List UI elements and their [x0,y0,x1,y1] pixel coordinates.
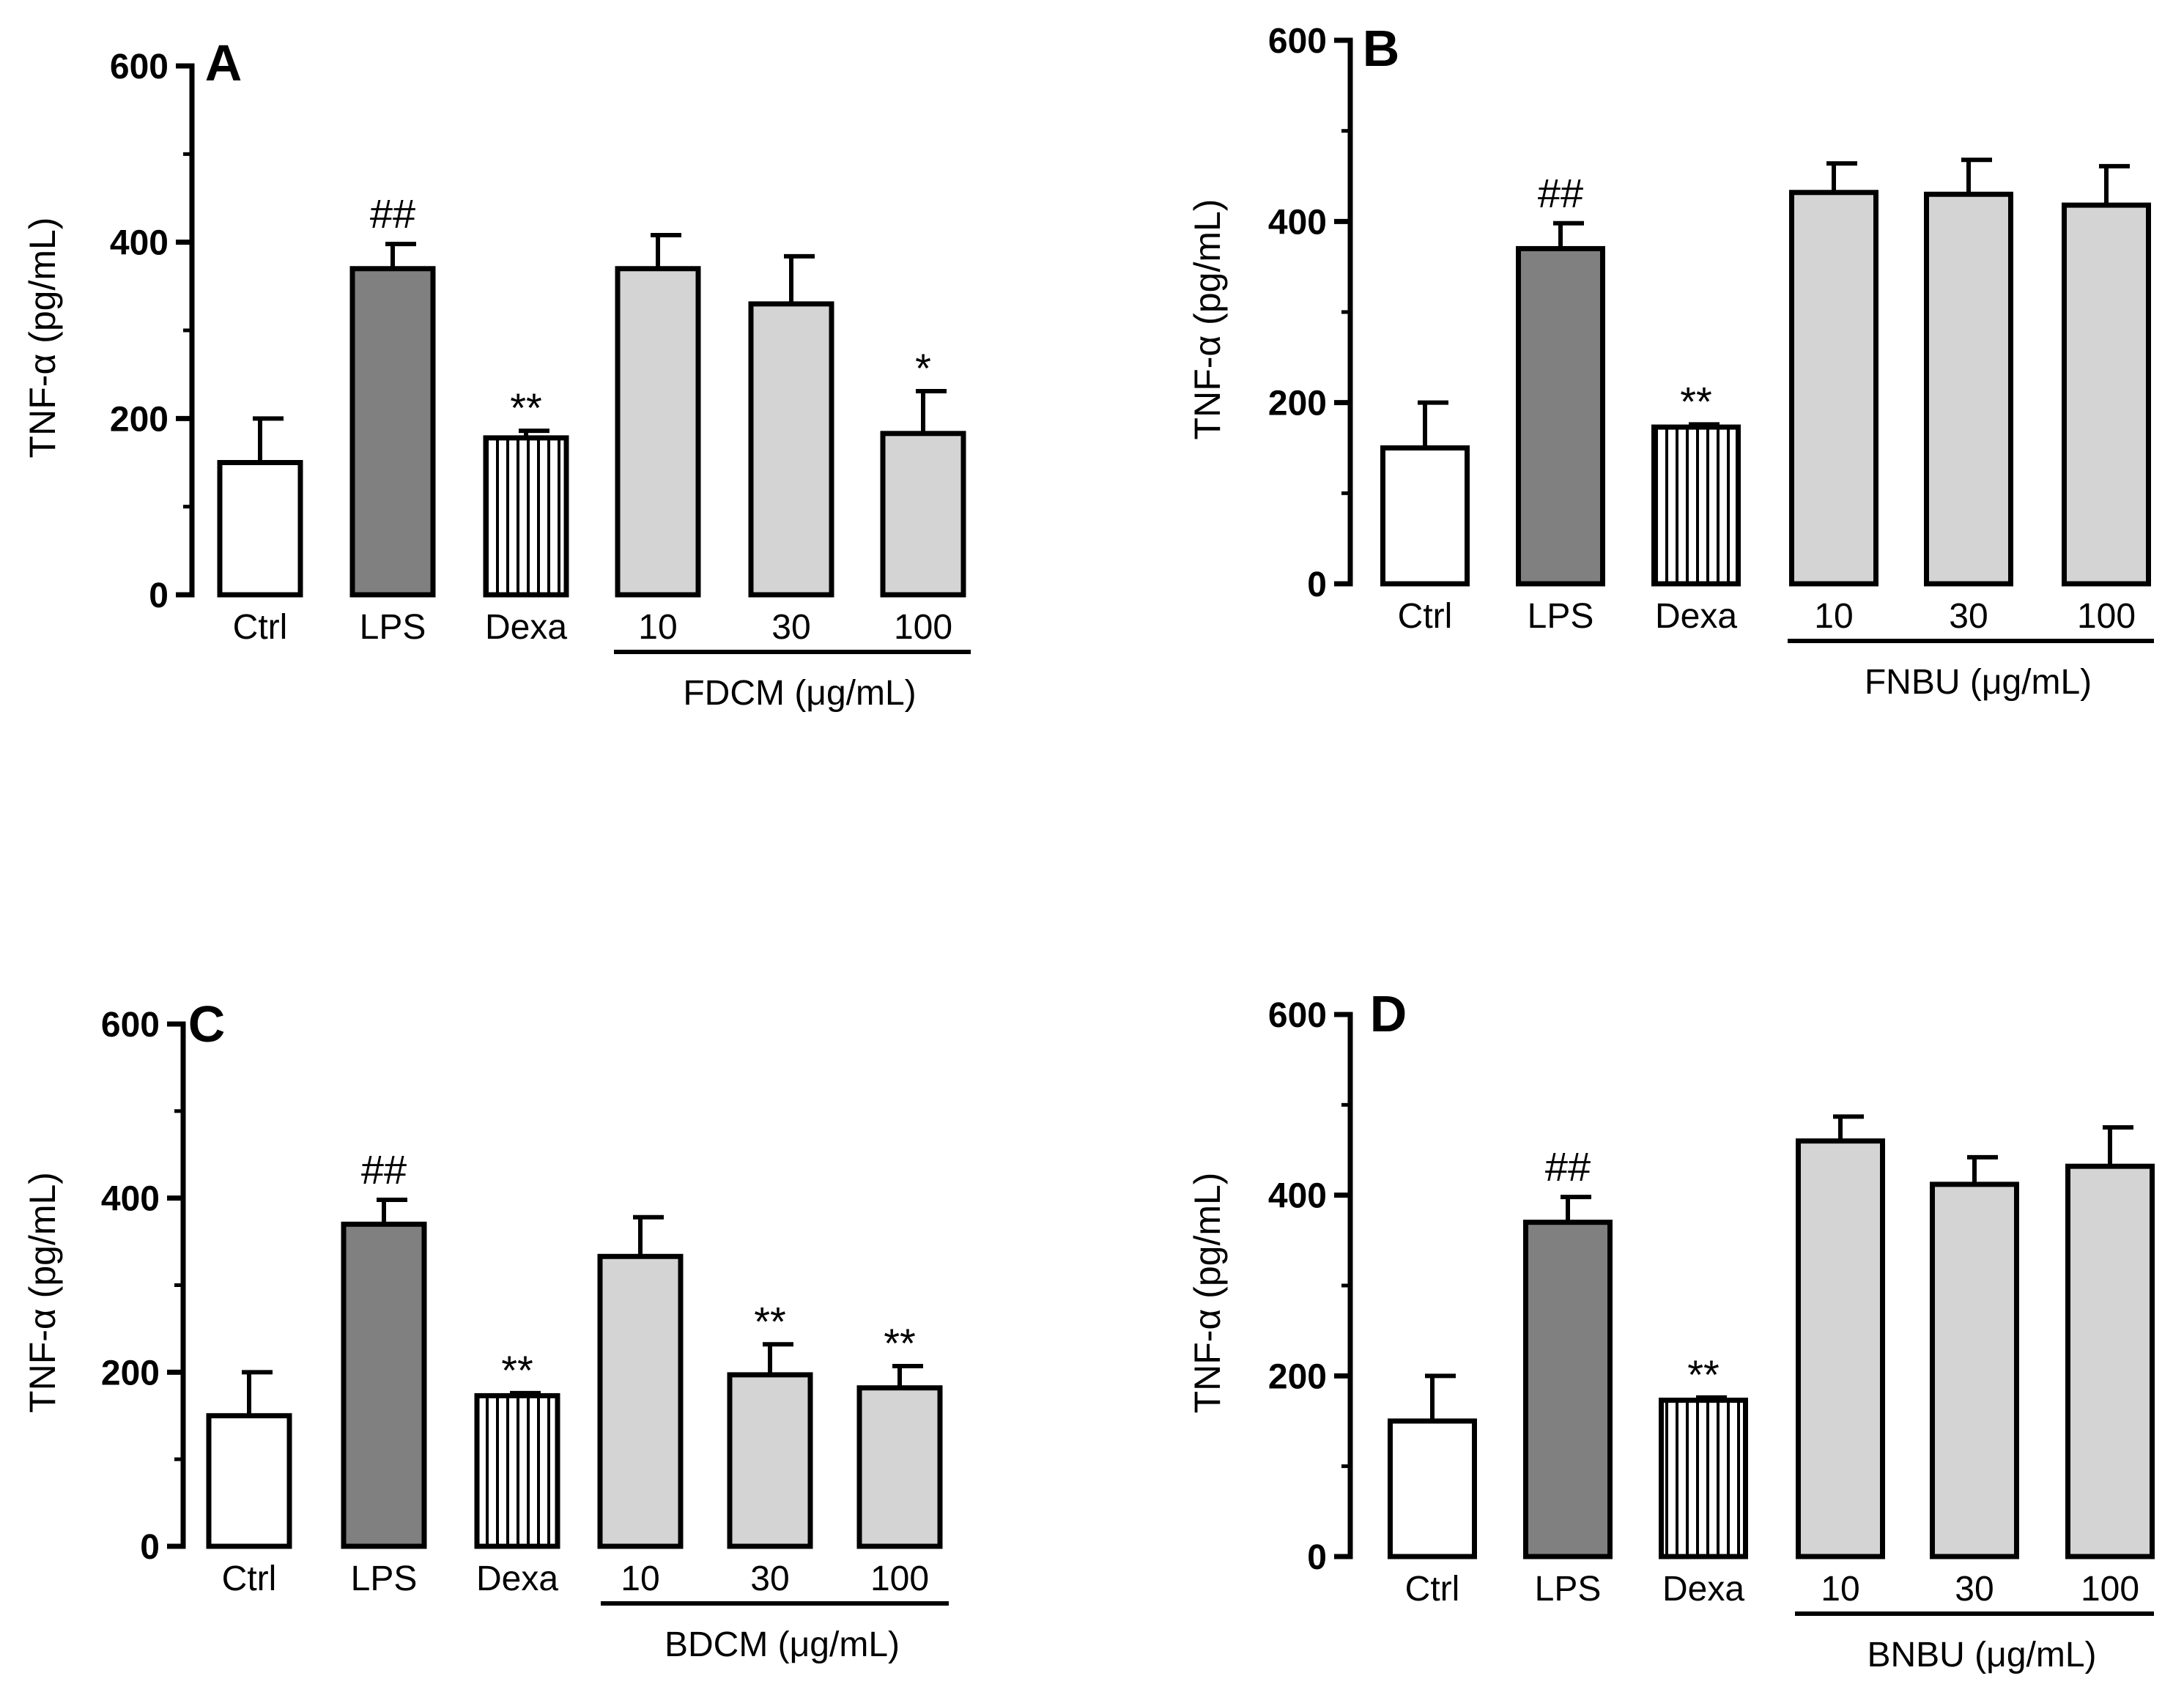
bar-dexa [474,1392,560,1549]
x-category-label: Ctrl [222,1559,277,1598]
x-category-label: 30 [1949,597,1988,636]
x-category-label: Ctrl [1405,1570,1460,1609]
y-axis-label: TNF-α (pg/mL) [22,218,63,459]
x-category-label: Dexa [1662,1570,1744,1609]
chart-panel-a: 0 200 400 600 TNF-α (pg/mL) A Ctrl ## LPS ** Dexa 1… [22,34,971,713]
bar-30 [748,301,834,598]
significance-marker: ** [884,1320,916,1366]
y-axis-label: TNF-α (pg/mL) [1187,1173,1228,1414]
bar-100 [2062,202,2151,587]
bar-10 [1789,190,1878,587]
x-category-label: 30 [1955,1570,1994,1609]
x-category-label: 10 [1814,597,1853,636]
bar-lps [341,1221,427,1549]
bar-30 [1930,1182,2019,1559]
x-category-label: Ctrl [1398,597,1453,636]
x-category-label: LPS [351,1559,418,1598]
bar-30 [1924,191,2013,587]
group-label: FDCM (μg/mL) [683,674,916,713]
bar-dexa [1651,424,1741,587]
chart-panel-c: 0 200 400 600 TNF-α (pg/mL) C Ctrl ## LPS ** Dexa 1… [22,995,949,1664]
bar-10 [1796,1138,1885,1559]
x-category-label: 30 [750,1559,789,1598]
y-tick-label: 200 [1268,1357,1327,1396]
significance-marker: ## [370,190,415,237]
y-tick-label: 400 [1268,1177,1327,1216]
chart-panel-b: 0 200 400 600 TNF-α (pg/mL) B Ctrl ## LPS ** Dexa 1… [1187,20,2154,702]
bar-10 [597,1253,684,1549]
y-tick-label: 200 [101,1354,160,1392]
bar-ctrl [217,460,303,598]
x-category-label: 100 [2077,597,2136,636]
bar-30 [727,1372,813,1549]
significance-marker: ** [501,1347,533,1393]
group-label: BDCM (μg/mL) [665,1625,900,1664]
bar-dexa [1659,1398,1748,1559]
bar-ctrl [206,1413,292,1549]
x-category-label: 10 [1821,1570,1859,1609]
bar-100 [856,1385,943,1549]
y-tick-label: 600 [110,48,169,86]
x-category-label: 100 [870,1559,929,1598]
chart-panel-d: 0 200 400 600 TNF-α (pg/mL) D Ctrl ## LPS ** Dexa 1… [1187,985,2155,1674]
x-category-label: 10 [638,608,677,647]
bar-lps [1523,1220,1613,1559]
significance-marker: ## [1538,170,1583,216]
significance-marker: * [915,345,931,391]
y-tick-label: 600 [1268,996,1327,1035]
x-category-label: 100 [894,608,952,647]
x-category-label: Dexa [485,608,567,647]
significance-marker: ** [1687,1351,1720,1398]
x-category-label: 30 [771,608,810,647]
group-label: FNBU (μg/mL) [1865,663,2092,702]
y-tick-label: 400 [1268,203,1327,242]
y-tick-label: 0 [1307,1538,1327,1577]
y-tick-label: 0 [140,1528,160,1567]
significance-marker: ## [361,1146,407,1192]
bar-lps [1516,245,1605,587]
significance-marker: ## [1545,1143,1591,1190]
significance-marker: ** [510,385,542,431]
significance-marker: ** [754,1298,786,1344]
x-category-label: Dexa [476,1559,558,1598]
panel-letter: A [205,34,243,92]
x-category-label: Ctrl [233,608,288,647]
x-category-label: 100 [2081,1570,2139,1609]
y-axis-label: TNF-α (pg/mL) [22,1172,63,1413]
panel-letter: D [1370,985,1407,1042]
y-tick-label: 200 [110,400,169,439]
bar-dexa [483,435,569,598]
y-tick-label: 400 [101,1180,160,1219]
x-category-label: LPS [1528,597,1594,636]
panel-letter: B [1363,20,1400,77]
bar-10 [615,266,701,598]
y-tick-label: 0 [1307,565,1327,604]
group-label: BNBU (μg/mL) [1867,1636,2096,1674]
x-category-label: 10 [621,1559,659,1598]
bar-100 [2065,1163,2155,1559]
bar-lps [349,266,436,598]
panel-letter: C [188,995,226,1053]
y-tick-label: 200 [1268,385,1327,423]
bar-ctrl [1380,445,1470,587]
y-tick-label: 400 [110,224,169,263]
significance-marker: ** [1680,378,1712,424]
bar-100 [880,431,966,598]
y-tick-label: 0 [149,576,169,615]
x-category-label: LPS [360,608,426,647]
y-tick-label: 600 [101,1006,160,1045]
y-tick-label: 600 [1268,22,1327,61]
x-category-label: LPS [1535,1570,1602,1609]
x-category-label: Dexa [1655,597,1737,636]
y-axis-label: TNF-α (pg/mL) [1187,199,1228,440]
bar-ctrl [1388,1418,1477,1559]
